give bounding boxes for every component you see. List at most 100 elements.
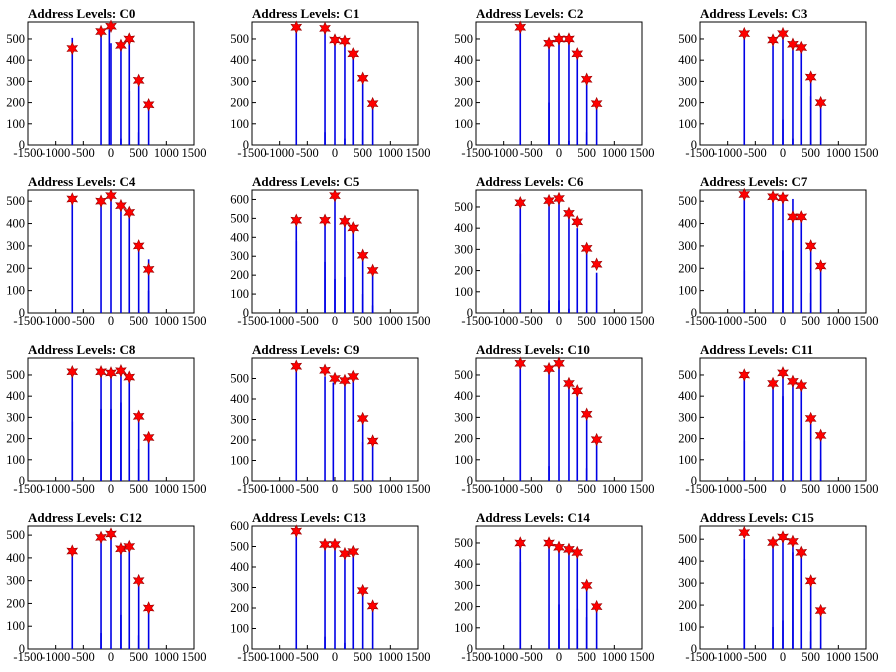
x-tick-label: 1000 xyxy=(378,146,403,160)
x-tick-label: 1000 xyxy=(826,146,851,160)
y-tick-label: 600 xyxy=(230,519,249,533)
chart-title: Address Levels: C4 xyxy=(28,174,136,189)
peak-marker xyxy=(319,363,331,378)
y-tick-label: 300 xyxy=(230,581,249,595)
x-tick-label: 1500 xyxy=(630,650,655,664)
y-tick-label: 300 xyxy=(230,413,249,427)
y-tick-label: 500 xyxy=(678,532,697,546)
chart-panel: Address Levels: C5 0 100 200 300 400 500 600 -15… xyxy=(230,174,430,328)
peak-marker xyxy=(356,411,369,426)
peak-marker xyxy=(339,214,351,228)
chart-panel: Address Levels: C40100200300400500-1500-… xyxy=(6,174,206,328)
peak-marker xyxy=(767,535,779,550)
x-tick-label: 500 xyxy=(801,650,820,664)
peak-marker xyxy=(514,20,527,35)
x-tick-label: 0 xyxy=(108,146,114,160)
peak-marker xyxy=(738,525,751,540)
x-tick-label: -1000 xyxy=(265,314,294,328)
chart-panel: Address Levels: C80100200300400500-1500-… xyxy=(6,342,206,496)
y-tick-label: 0 xyxy=(243,474,249,488)
y-tick-label: 600 xyxy=(230,192,249,206)
x-tick-label: -500 xyxy=(296,650,319,664)
y-tick-label: 400 xyxy=(6,53,25,67)
y-tick-label: 100 xyxy=(230,287,249,301)
peak-marker xyxy=(563,206,575,221)
peak-marker xyxy=(580,578,593,593)
y-tick-label: 0 xyxy=(467,474,473,488)
y-tick-label: 100 xyxy=(678,620,697,634)
peak-marker xyxy=(814,259,827,273)
x-tick-label: -1000 xyxy=(41,146,70,160)
y-tick-label: 400 xyxy=(6,389,25,403)
x-tick-label: 500 xyxy=(577,482,596,496)
x-tick-label: -1000 xyxy=(489,146,518,160)
peak-marker xyxy=(553,191,565,206)
peak-marker xyxy=(339,373,351,388)
peak-marker xyxy=(366,599,379,613)
peak-marker xyxy=(767,189,779,204)
y-tick-label: 400 xyxy=(678,554,697,568)
x-tick-label: 0 xyxy=(332,314,338,328)
y-tick-label: 400 xyxy=(6,551,25,565)
peak-marker xyxy=(329,188,341,203)
chart-title: Address Levels: C7 xyxy=(700,174,808,189)
peak-marker xyxy=(132,73,145,88)
y-tick-label: 500 xyxy=(230,32,249,46)
y-tick-label: 400 xyxy=(678,389,697,403)
peak-marker xyxy=(347,544,360,559)
y-tick-label: 200 xyxy=(6,261,25,275)
x-tick-label: -1000 xyxy=(489,314,518,328)
peak-marker xyxy=(795,545,808,560)
peak-marker xyxy=(590,96,603,111)
y-tick-label: 300 xyxy=(6,574,25,588)
peak-marker xyxy=(553,540,565,554)
peak-marker xyxy=(738,26,751,41)
y-tick-label: 500 xyxy=(230,211,249,225)
peak-marker xyxy=(329,371,341,386)
chart-panel: Address Levels: C12 0 100 200 300 400 500 -1500… xyxy=(6,510,206,664)
peak-marker xyxy=(590,257,603,271)
y-tick-label: 400 xyxy=(454,221,473,235)
chart-title: Address Levels: C0 xyxy=(28,6,135,21)
x-tick-label: 0 xyxy=(556,650,562,664)
peak-marker xyxy=(795,210,808,224)
x-tick-label: 500 xyxy=(353,650,372,664)
chart-panel: Address Levels: C15 0 100 200 300 400 500 -1500… xyxy=(678,510,878,664)
y-tick-label: 400 xyxy=(678,217,697,231)
y-tick-label: 400 xyxy=(230,230,249,244)
y-tick-label: 100 xyxy=(230,117,249,131)
chart-title: Address Levels: C9 xyxy=(252,342,360,357)
x-tick-label: 0 xyxy=(332,482,338,496)
x-tick-label: 1000 xyxy=(826,650,851,664)
x-tick-label: 0 xyxy=(780,314,786,328)
peak-marker xyxy=(767,33,779,47)
x-tick-label: 1000 xyxy=(602,146,627,160)
x-tick-label: 500 xyxy=(129,314,148,328)
x-tick-label: 1000 xyxy=(378,314,403,328)
peak-marker xyxy=(319,213,331,228)
y-tick-label: 100 xyxy=(678,453,697,467)
chart-title: Address Levels: C1 xyxy=(252,6,359,21)
peak-marker xyxy=(543,193,555,208)
x-tick-label: -500 xyxy=(520,650,543,664)
peak-marker xyxy=(543,361,555,376)
x-tick-label: 500 xyxy=(129,146,148,160)
y-tick-label: 400 xyxy=(230,53,249,67)
x-tick-label: 500 xyxy=(577,146,596,160)
x-tick-label: 1500 xyxy=(406,482,431,496)
x-tick-label: 1000 xyxy=(602,314,627,328)
x-tick-label: -500 xyxy=(296,146,319,160)
chart-title: Address Levels: C2 xyxy=(476,6,583,21)
peak-marker xyxy=(804,411,817,426)
peak-marker xyxy=(563,376,575,391)
y-tick-label: 200 xyxy=(230,96,249,110)
x-tick-label: -1500 xyxy=(13,146,42,160)
x-tick-label: 500 xyxy=(129,650,148,664)
y-tick-label: 0 xyxy=(691,306,697,320)
x-tick-label: -500 xyxy=(744,482,767,496)
peak-marker xyxy=(571,215,584,229)
chart-panel: Address Levels: C20100200300400500-1500-… xyxy=(454,6,654,160)
y-tick-label: 500 xyxy=(454,32,473,46)
x-tick-label: 0 xyxy=(556,146,562,160)
peak-marker xyxy=(329,33,341,47)
